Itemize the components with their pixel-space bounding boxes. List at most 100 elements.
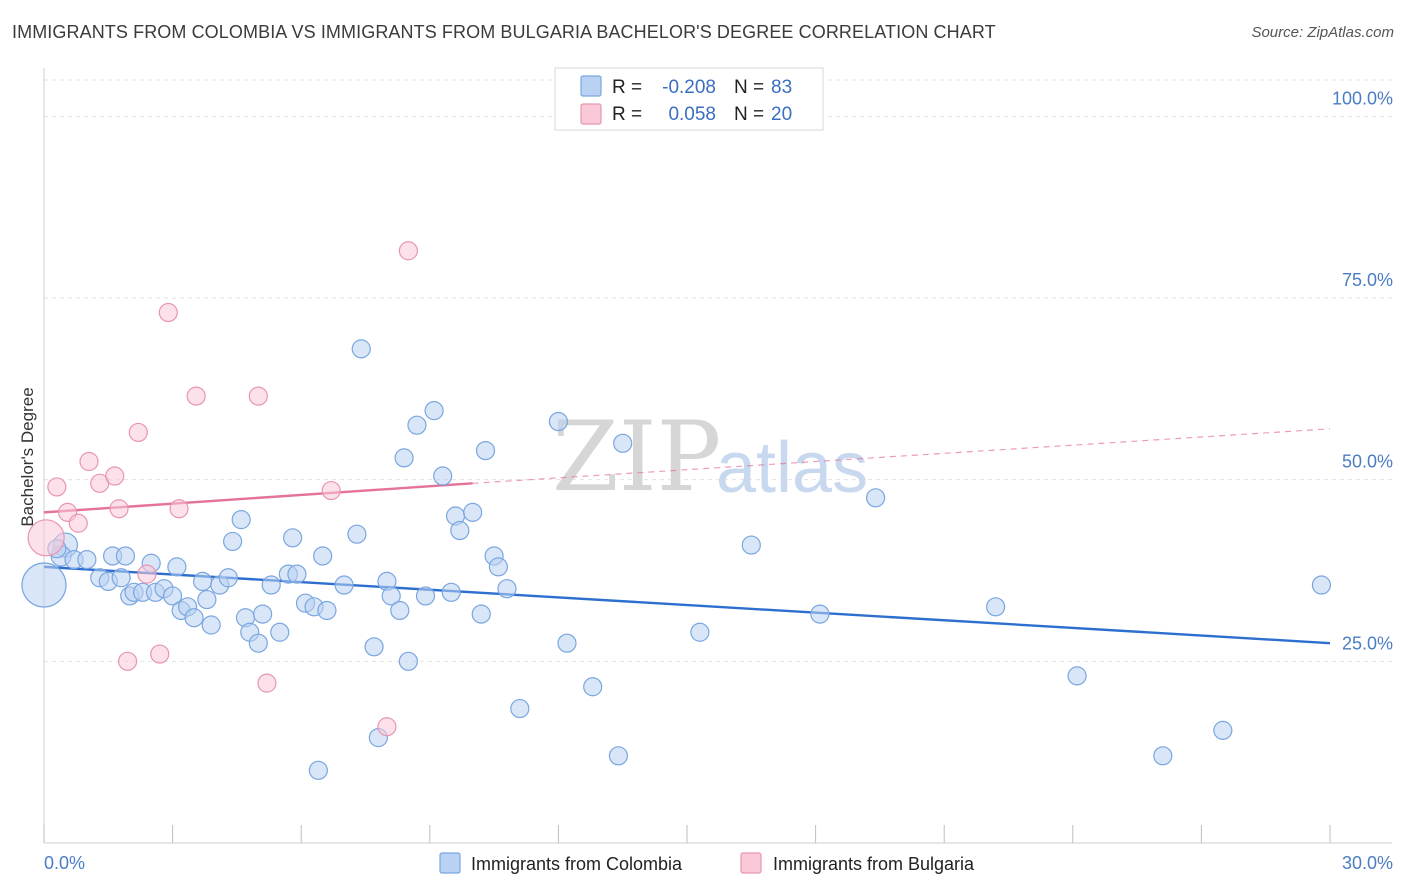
point-colombia-76 [986,597,1006,617]
point-colombia-44 [347,524,367,544]
trend-line-extension-bulgaria [472,428,1331,484]
point-colombia-57 [441,582,461,602]
point-colombia-49 [381,586,401,606]
point-bulgaria-8 [117,651,138,671]
point-colombia-26 [218,568,238,588]
point-colombia-41 [313,546,333,566]
point-colombia-74 [810,604,830,624]
point-colombia-10 [115,546,136,566]
point-colombia-36 [283,528,303,548]
y-axis-label: Bachelor's Degree [18,387,37,526]
point-colombia-5 [77,549,97,570]
legend-bottom: Immigrants from Colombia Immigrants from… [439,852,975,874]
data-points [21,241,1332,780]
point-bulgaria-1 [47,477,67,497]
point-colombia-69 [583,677,603,697]
point-colombia-50 [390,600,410,621]
point-colombia-32 [253,604,273,624]
point-colombia-28 [231,510,251,530]
legend-n-label-colombia: N = [734,77,764,98]
point-colombia-23 [197,589,217,610]
point-bulgaria-9 [128,422,148,443]
point-colombia-66 [510,698,530,719]
legend-r-value-colombia: -0.208 [662,77,716,98]
point-colombia-75 [866,488,886,508]
point-colombia-43 [334,575,354,595]
legend-top: R = -0.208 N = 83 R = 0.058 N = 20 [554,67,824,131]
y-tick-label-2: 75.0% [1342,270,1393,290]
point-bulgaria-0 [27,519,65,557]
y-tick-labels: 25.0% 50.0% 75.0% 100.0% [1332,88,1393,653]
point-colombia-33 [261,575,281,595]
point-colombia-56 [433,466,453,486]
x-tick-label-min: 0.0% [44,853,85,873]
point-colombia-64 [488,557,508,577]
point-colombia-67 [548,411,569,432]
legend-bottom-swatch-bulgaria [740,852,762,874]
point-colombia-31 [248,633,268,653]
trend-line-colombia [43,565,1331,645]
point-colombia-17 [163,586,183,606]
point-colombia-9 [111,568,131,588]
trend-line-bulgaria [43,482,473,514]
point-colombia-59 [450,520,470,541]
legend-bottom-label-colombia: Immigrants from Colombia [471,854,683,874]
point-colombia-80 [1311,575,1332,595]
watermark-zip: ZIP [552,401,721,513]
legend-r-label-bulgaria: R = [612,104,642,125]
point-colombia-70 [608,746,629,766]
legend-n-label-bulgaria: N = [734,104,764,125]
y-tick-label-3: 100.0% [1332,88,1393,108]
legend-bottom-label-bulgaria: Immigrants from Bulgaria [773,854,975,874]
point-bulgaria-7 [109,499,129,519]
point-bulgaria-6 [105,466,125,486]
point-bulgaria-3 [68,513,88,533]
point-bulgaria-4 [79,451,99,472]
point-colombia-27 [223,531,243,552]
point-colombia-22 [193,571,213,592]
legend-n-value-colombia: 83 [771,77,792,98]
legend-r-label-colombia: R = [612,77,642,98]
point-bulgaria-11 [150,644,170,664]
point-colombia-53 [407,415,427,435]
legend-r-value-bulgaria: 0.058 [668,104,716,125]
point-bulgaria-14 [186,386,206,406]
point-colombia-55 [424,401,444,421]
point-bulgaria-10 [137,564,157,584]
point-colombia-54 [415,586,436,606]
watermark-atlas: atlas [716,428,868,508]
point-bulgaria-19 [398,241,418,261]
point-colombia-51 [394,448,414,468]
legend-swatch-colombia [580,75,602,97]
point-bulgaria-16 [257,673,277,693]
point-colombia-68 [557,633,577,653]
point-colombia-77 [1067,666,1087,686]
chart-source: Source: ZipAtlas.com [1251,24,1394,41]
chart-title: IMMIGRANTS FROM COLOMBIA VS IMMIGRANTS F… [12,22,996,42]
x-tick-labels: 0.0% 30.0% [44,853,1393,873]
point-colombia-79 [1213,720,1233,740]
point-bulgaria-18 [377,717,397,737]
point-colombia-46 [364,637,384,657]
point-bulgaria-13 [169,499,189,519]
point-colombia-42 [317,600,337,621]
point-colombia-78 [1153,746,1173,766]
watermark: ZIP atlas [552,401,868,513]
point-colombia-37 [287,564,307,584]
legend-swatch-bulgaria [580,103,602,125]
point-bulgaria-17 [321,480,341,501]
legend-n-value-bulgaria: 20 [771,104,792,125]
y-tick-label-0: 25.0% [1342,633,1393,653]
point-colombia-18 [167,557,187,577]
axes [43,68,1392,844]
point-colombia-34 [270,622,290,642]
x-tick-label-max: 30.0% [1342,853,1393,873]
point-colombia-0 [21,562,67,608]
y-tick-label-1: 50.0% [1342,452,1393,472]
point-colombia-62 [475,441,496,461]
point-bulgaria-15 [248,386,268,406]
gridlines [44,79,1392,662]
point-colombia-61 [471,604,491,624]
point-colombia-73 [741,535,761,555]
